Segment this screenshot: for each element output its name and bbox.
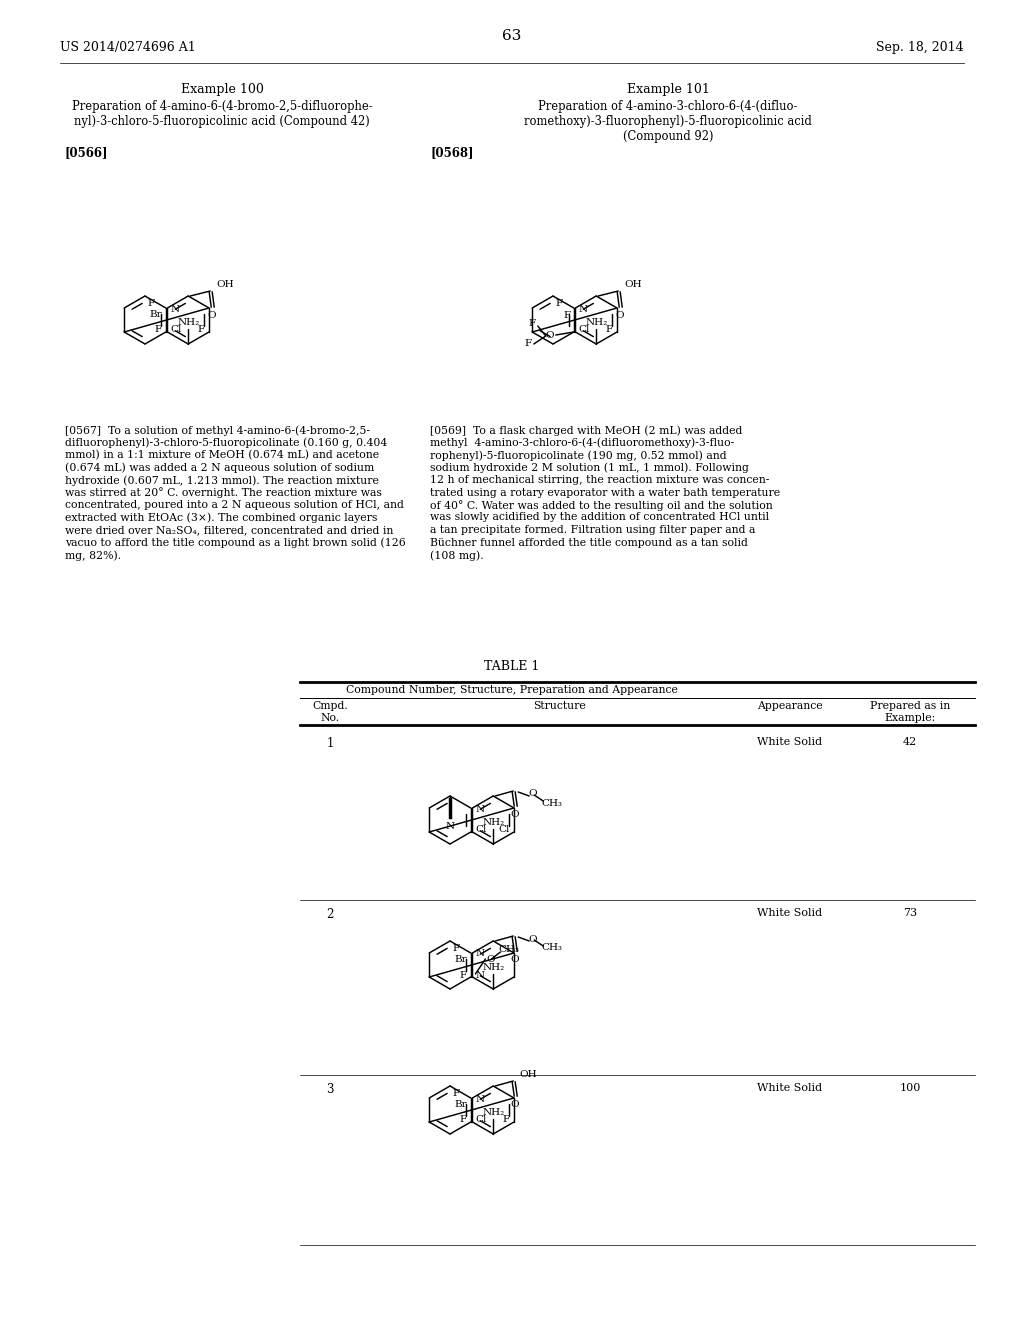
Text: Preparation of 4-amino-3-chloro-6-(4-(difluo-
romethoxy)-3-fluorophenyl)-5-fluor: Preparation of 4-amino-3-chloro-6-(4-(di… — [524, 100, 812, 143]
Text: [0566]: [0566] — [65, 147, 109, 158]
Text: CH₃: CH₃ — [542, 799, 562, 808]
Text: NH₂: NH₂ — [585, 318, 607, 327]
Text: OH: OH — [625, 280, 642, 289]
Text: N: N — [445, 822, 455, 832]
Text: was slowly acidified by the addition of concentrated HCl until: was slowly acidified by the addition of … — [430, 512, 769, 523]
Text: 42: 42 — [903, 737, 918, 747]
Text: Br: Br — [455, 1100, 467, 1109]
Text: O: O — [545, 331, 554, 341]
Text: extracted with EtOAc (3×). The combined organic layers: extracted with EtOAc (3×). The combined … — [65, 512, 378, 523]
Text: 1: 1 — [327, 737, 334, 750]
Text: N: N — [475, 972, 484, 981]
Text: rophenyl)-5-fluoropicolinate (190 mg, 0.52 mmol) and: rophenyl)-5-fluoropicolinate (190 mg, 0.… — [430, 450, 727, 461]
Text: F: F — [460, 1115, 467, 1125]
Text: N: N — [475, 804, 484, 813]
Text: F: F — [452, 1089, 459, 1098]
Text: hydroxide (0.607 mL, 1.213 mmol). The reaction mixture: hydroxide (0.607 mL, 1.213 mmol). The re… — [65, 475, 379, 486]
Text: NH₂: NH₂ — [482, 818, 505, 828]
Text: Example 100: Example 100 — [180, 83, 263, 96]
Text: Preparation of 4-amino-6-(4-bromo-2,5-difluorophe-
nyl)-3-chloro-5-fluoropicolin: Preparation of 4-amino-6-(4-bromo-2,5-di… — [72, 100, 373, 128]
Text: 3: 3 — [327, 1082, 334, 1096]
Text: F: F — [147, 300, 155, 308]
Text: F: F — [555, 300, 562, 308]
Text: Cl: Cl — [499, 825, 510, 834]
Text: 73: 73 — [903, 908, 918, 917]
Text: O: O — [207, 312, 215, 319]
Text: O: O — [528, 789, 537, 799]
Text: Compound Number, Structure, Preparation and Appearance: Compound Number, Structure, Preparation … — [346, 685, 678, 696]
Text: (0.674 mL) was added a 2 N aqueous solution of sodium: (0.674 mL) was added a 2 N aqueous solut… — [65, 462, 374, 473]
Text: Br: Br — [455, 954, 467, 964]
Text: F: F — [155, 326, 162, 334]
Text: 100: 100 — [899, 1082, 921, 1093]
Text: F: F — [563, 312, 570, 319]
Text: F: F — [452, 944, 459, 953]
Text: US 2014/0274696 A1: US 2014/0274696 A1 — [60, 41, 196, 54]
Text: O: O — [614, 312, 624, 319]
Text: 12 h of mechanical stirring, the reaction mixture was concen-: 12 h of mechanical stirring, the reactio… — [430, 475, 769, 484]
Text: N: N — [475, 949, 484, 958]
Text: Appearance: Appearance — [757, 701, 823, 711]
Text: O: O — [528, 935, 537, 944]
Text: F: F — [524, 338, 531, 347]
Text: was stirred at 20° C. overnight. The reaction mixture was: was stirred at 20° C. overnight. The rea… — [65, 487, 382, 499]
Text: Cl: Cl — [579, 326, 590, 334]
Text: Example 101: Example 101 — [627, 83, 710, 96]
Text: NH₂: NH₂ — [482, 964, 505, 972]
Text: F: F — [503, 1115, 510, 1125]
Text: NH₂: NH₂ — [482, 1107, 505, 1117]
Text: vacuo to afford the title compound as a light brown solid (126: vacuo to afford the title compound as a … — [65, 537, 406, 548]
Text: O: O — [486, 954, 495, 964]
Text: Büchner funnel afforded the title compound as a tan solid: Büchner funnel afforded the title compou… — [430, 537, 748, 548]
Text: Structure: Structure — [534, 701, 587, 711]
Text: mmol) in a 1:1 mixture of MeOH (0.674 mL) and acetone: mmol) in a 1:1 mixture of MeOH (0.674 mL… — [65, 450, 379, 461]
Text: F: F — [198, 326, 205, 334]
Text: OH: OH — [519, 1071, 537, 1078]
Text: White Solid: White Solid — [758, 908, 822, 917]
Text: [0567]  To a solution of methyl 4-amino-6-(4-bromo-2,5-: [0567] To a solution of methyl 4-amino-6… — [65, 425, 370, 436]
Text: White Solid: White Solid — [758, 737, 822, 747]
Text: N: N — [579, 305, 588, 314]
Text: Cmpd.
No.: Cmpd. No. — [312, 701, 348, 722]
Text: difluorophenyl)-3-chloro-5-fluoropicolinate (0.160 g, 0.404: difluorophenyl)-3-chloro-5-fluoropicolin… — [65, 437, 387, 447]
Text: a tan precipitate formed. Filtration using filter paper and a: a tan precipitate formed. Filtration usi… — [430, 525, 756, 535]
Text: CH₃: CH₃ — [542, 944, 562, 953]
Text: Cl: Cl — [475, 825, 486, 834]
Text: of 40° C. Water was added to the resulting oil and the solution: of 40° C. Water was added to the resulti… — [430, 500, 773, 511]
Text: F: F — [606, 326, 613, 334]
Text: concentrated, poured into a 2 N aqueous solution of HCl, and: concentrated, poured into a 2 N aqueous … — [65, 500, 403, 510]
Text: NH₂: NH₂ — [177, 318, 200, 327]
Text: Br: Br — [150, 310, 162, 319]
Text: Cl: Cl — [170, 326, 182, 334]
Text: O: O — [510, 1100, 518, 1109]
Text: methyl  4-amino-3-chloro-6-(4-(difluoromethoxy)-3-fluo-: methyl 4-amino-3-chloro-6-(4-(difluorome… — [430, 437, 734, 447]
Text: were dried over Na₂SO₄, filtered, concentrated and dried in: were dried over Na₂SO₄, filtered, concen… — [65, 525, 393, 535]
Text: CH₃: CH₃ — [499, 945, 519, 953]
Text: F: F — [528, 319, 536, 329]
Text: Prepared as in
Example:: Prepared as in Example: — [869, 701, 950, 722]
Text: OH: OH — [216, 280, 233, 289]
Text: sodium hydroxide 2 M solution (1 mL, 1 mmol). Following: sodium hydroxide 2 M solution (1 mL, 1 m… — [430, 462, 749, 473]
Text: 2: 2 — [327, 908, 334, 921]
Text: N: N — [475, 1094, 484, 1104]
Text: (108 mg).: (108 mg). — [430, 550, 483, 561]
Text: O: O — [510, 810, 518, 818]
Text: 63: 63 — [503, 29, 521, 44]
Text: Sep. 18, 2014: Sep. 18, 2014 — [877, 41, 964, 54]
Text: White Solid: White Solid — [758, 1082, 822, 1093]
Text: [0569]  To a flask charged with MeOH (2 mL) was added: [0569] To a flask charged with MeOH (2 m… — [430, 425, 742, 436]
Text: N: N — [170, 305, 179, 314]
Text: O: O — [510, 954, 518, 964]
Text: F: F — [460, 970, 467, 979]
Text: [0568]: [0568] — [430, 147, 473, 158]
Text: mg, 82%).: mg, 82%). — [65, 550, 121, 561]
Text: trated using a rotary evaporator with a water bath temperature: trated using a rotary evaporator with a … — [430, 487, 780, 498]
Text: Cl: Cl — [475, 1115, 486, 1125]
Text: TABLE 1: TABLE 1 — [484, 660, 540, 673]
